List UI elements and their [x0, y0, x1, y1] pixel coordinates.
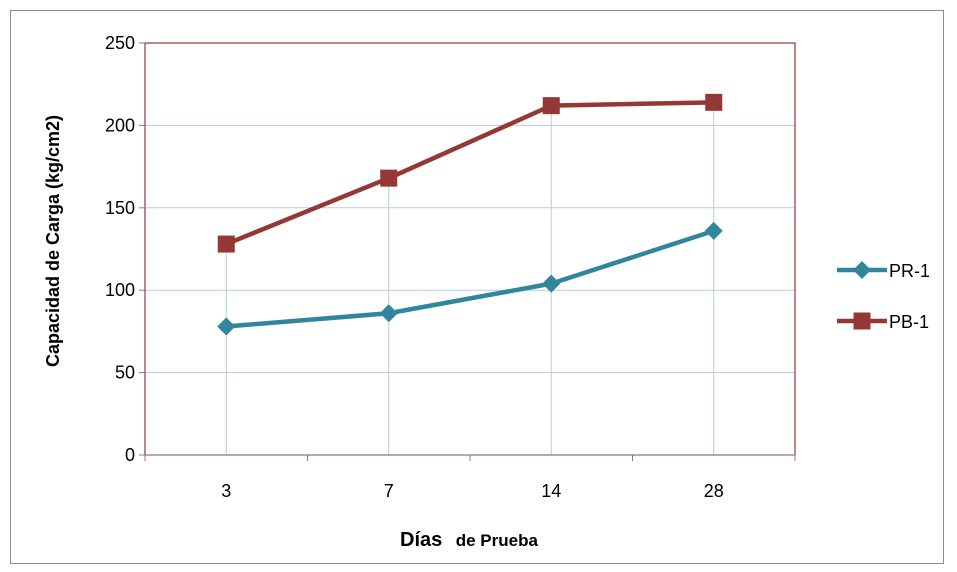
x-axis-title-rest: de Prueba: [456, 531, 539, 550]
legend-label-PR-1: PR-1: [889, 261, 930, 281]
point-PR-1-28: [704, 221, 723, 240]
x-tick-label-14: 14: [541, 481, 561, 501]
point-PR-1-14: [542, 274, 561, 293]
x-tick-label-28: 28: [704, 481, 724, 501]
series-line-PB-1: [225, 100, 714, 247]
x-axis-title-main: Días: [400, 529, 442, 551]
legend-item-PR-1: PR-1: [837, 261, 930, 281]
point-PR-1-7: [379, 304, 398, 323]
y-tick-label-150: 150: [105, 198, 135, 218]
y-axis-title: Capacidad de Carga (kg/cm2): [43, 115, 63, 367]
y-tick-label-0: 0: [125, 445, 135, 465]
y-axis-ticks: 0 50 100 150 200 250: [105, 33, 145, 465]
point-PR-1-3: [217, 317, 236, 336]
point-PB-1-3: [217, 235, 235, 253]
line-chart: 0 50 100 150 200 250 3 7 14 28 Capacidad de Carg…: [43, 33, 930, 551]
legend: PR-1 PB-1: [837, 261, 930, 332]
series-layer: [217, 93, 723, 336]
y-tick-label-50: 50: [115, 363, 135, 383]
series-line-PR-1: [226, 228, 715, 329]
legend-item-PB-1: PB-1: [837, 312, 929, 332]
y-tick-label-250: 250: [105, 33, 135, 53]
point-PB-1-28: [705, 93, 723, 111]
x-axis-ticks: 3 7 14 28: [144, 455, 796, 501]
x-tick-label-3: 3: [221, 481, 231, 501]
point-PB-1-7: [380, 169, 398, 187]
x-tick-label-7: 7: [384, 481, 394, 501]
series-PB-1: [217, 93, 723, 253]
point-PB-1-14: [542, 97, 560, 115]
y-tick-label-200: 200: [105, 115, 135, 135]
drop-lines: [225, 102, 715, 455]
x-axis-title: Días de Prueba: [400, 529, 538, 551]
chart-frame: 0 50 100 150 200 250 3 7 14 28 Capacidad de Carg…: [10, 10, 944, 564]
legend-marker-PR-1: [853, 261, 871, 279]
legend-label-PB-1: PB-1: [889, 312, 929, 332]
legend-marker-PB-1: [853, 312, 871, 330]
series-PR-1: [217, 221, 723, 336]
y-tick-label-100: 100: [105, 280, 135, 300]
